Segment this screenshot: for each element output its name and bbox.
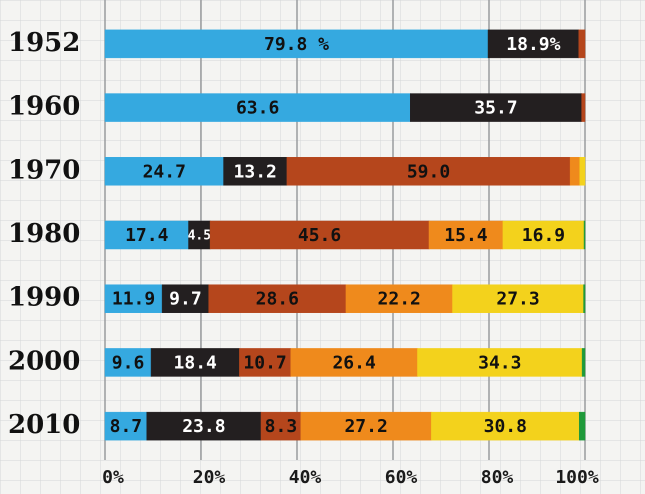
value-label: 13.2 <box>234 161 277 182</box>
value-label: 24.7 <box>143 161 186 182</box>
value-label: 63.6 <box>236 98 279 119</box>
value-label: 30.8 <box>484 416 527 437</box>
bar-segment <box>260 411 302 441</box>
bar-segment <box>452 284 584 313</box>
y-tick-label: 1970 <box>8 155 80 185</box>
bar-segment <box>290 348 418 377</box>
bar-segment <box>104 348 152 377</box>
bar-segment <box>428 220 504 250</box>
value-label: 17.4 <box>125 225 169 246</box>
bar-segment <box>578 411 586 441</box>
bar-segment <box>581 93 586 122</box>
bar-segment <box>146 411 262 441</box>
x-tick-label: 60% <box>385 467 418 488</box>
value-label: 59.0 <box>407 161 450 182</box>
bar-segment <box>150 348 240 377</box>
bar-segment <box>578 29 586 59</box>
value-label: 18.9% <box>506 34 560 55</box>
bar-segment <box>581 348 586 377</box>
bar-segment <box>104 284 163 313</box>
bar-segment <box>487 29 580 59</box>
value-label: 26.4 <box>332 352 376 373</box>
x-tick-label: 100% <box>555 467 599 488</box>
y-tick-label: 2010 <box>8 410 80 440</box>
bar-segment <box>579 157 586 186</box>
value-label: 23.8 <box>182 416 225 437</box>
x-tick-label: 20% <box>193 467 226 488</box>
y-tick-label: 1990 <box>8 283 80 313</box>
x-tick-label: 0% <box>102 467 124 488</box>
value-label: 11.9 <box>112 289 155 310</box>
bar-segment <box>345 284 453 313</box>
value-label: 10.7 <box>243 352 286 373</box>
value-label: 9.7 <box>169 289 202 310</box>
bar-segment <box>502 220 585 250</box>
value-label: 15.4 <box>444 225 488 246</box>
value-label: 45.6 <box>298 225 341 246</box>
value-label: 27.2 <box>344 416 387 437</box>
y-tick-label: 1952 <box>8 28 80 58</box>
bar-segment <box>209 220 430 250</box>
value-label: 22.2 <box>378 289 421 310</box>
value-label: 18.4 <box>174 352 218 373</box>
value-label: 8.3 <box>265 416 298 437</box>
bar-segment <box>410 93 582 122</box>
value-label: 9.6 <box>112 352 145 373</box>
x-tick-label: 40% <box>289 467 322 488</box>
y-tick-label: 1960 <box>8 92 80 122</box>
y-tick-label: 1980 <box>8 219 80 249</box>
bar-segment <box>583 284 586 313</box>
value-label: 27.3 <box>496 289 539 310</box>
bar-segment <box>431 411 580 441</box>
bar-segment <box>104 157 224 186</box>
bar-segment <box>104 220 189 250</box>
bar-segment <box>104 93 411 122</box>
bar-segment <box>208 284 347 313</box>
value-label: 35.7 <box>474 98 517 119</box>
value-label: 34.3 <box>478 352 521 373</box>
value-label: 28.6 <box>256 289 299 310</box>
bar-segment <box>569 157 580 186</box>
bar-segment <box>583 220 586 250</box>
bar-segment <box>223 157 288 186</box>
bar-segment <box>104 411 148 441</box>
value-label: 79.8 % <box>264 34 329 55</box>
bar-segment <box>161 284 209 313</box>
y-tick-label: 2000 <box>8 346 80 376</box>
bar-segment <box>286 157 571 186</box>
x-tick-label: 80% <box>481 467 514 488</box>
value-label: 4.5 <box>188 229 211 244</box>
value-label: 16.9 <box>522 225 565 246</box>
bar-segment <box>417 348 583 377</box>
value-label: 8.7 <box>110 416 143 437</box>
